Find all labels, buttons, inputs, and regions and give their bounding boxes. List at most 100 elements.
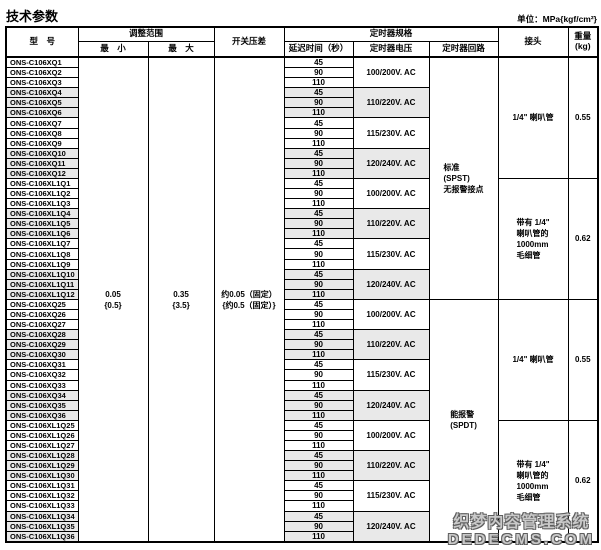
model-cell: ONS-C106XL1Q35 [5, 520, 79, 532]
max-value-cell: 0.35 {3.5} [147, 56, 215, 543]
delay-time-cell: 45 [283, 480, 354, 492]
delay-time-cell: 45 [283, 87, 354, 99]
delay-time-cell: 45 [283, 329, 354, 341]
model-cell: ONS-C106XL1Q30 [5, 470, 79, 482]
watermark: 织梦内容管理系统 DEDECMS.COM [448, 515, 595, 548]
switch-diff-cell-text: 约0.05（固定） {约0.5（固定）} [221, 289, 277, 310]
timer-voltage-cell: 100/200V. AC [352, 56, 430, 89]
model-cell: ONS-C106XQ5 [5, 97, 79, 109]
delay-time-cell: 110 [283, 530, 354, 543]
delay-time-cell: 45 [283, 238, 354, 250]
timer-voltage-cell: 120/240V. AC [352, 389, 430, 421]
table-row: ONS-C106XL1Q28 45 110/220V. AC [5, 450, 598, 482]
model-cell: ONS-C106XL1Q27 [5, 439, 79, 452]
delay-time-cell: 45 [283, 389, 354, 401]
table-row: ONS-C106XL1Q7 45 115/230V. AC [5, 238, 598, 270]
model-cell: ONS-C106XL1Q4 [5, 208, 79, 220]
col-header-max: 最 大 [147, 40, 215, 58]
timer-circuit-cell-text: 能报警 (SPDT) [450, 410, 477, 431]
model-cell: ONS-C106XL1Q2 [5, 188, 79, 200]
timer-circuit-cell: 能报警 (SPDT) [428, 298, 499, 543]
delay-time-cell: 110 [283, 137, 354, 149]
weight-cell: 0.55 [567, 55, 599, 179]
table-row: ONS-C106XL1Q1 45 100/200V. AC 带有 1/4" 喇叭管的 10… [5, 177, 599, 300]
delay-time-cell: 110 [283, 409, 354, 421]
min-value-cell: 0.05 {0.5} [77, 56, 149, 543]
delay-time-cell: 90 [283, 278, 354, 290]
delay-time-cell: 90 [283, 339, 354, 351]
col-header-delay-time: 延迟时间（秒） [283, 40, 354, 58]
weight-cell: 0.62 [567, 419, 599, 543]
model-cell: ONS-C106XQ4 [5, 87, 79, 99]
delay-time-cell: 90 [283, 218, 354, 230]
table-row: ONS-C106XL1Q34 45 120/240V. AC [5, 510, 598, 543]
model-cell: ONS-C106XL1Q10 [5, 268, 79, 280]
connector-cell-text: 1/4" 喇叭管 [512, 355, 554, 365]
delay-time-cell: 45 [283, 56, 354, 69]
timer-voltage-cell: 120/240V. AC [352, 510, 430, 543]
model-cell: ONS-C106XL1Q34 [5, 510, 79, 522]
model-cell: ONS-C106XL1Q36 [5, 530, 79, 543]
model-cell: ONS-C106XL1Q1 [5, 177, 79, 190]
timer-voltage-cell: 110/220V. AC [352, 87, 430, 119]
delay-time-cell: 90 [283, 460, 354, 472]
delay-time-cell: 110 [283, 167, 354, 179]
delay-time-cell: 90 [283, 399, 354, 411]
connector-cell: 1/4" 喇叭管 [497, 298, 569, 421]
timer-voltage-cell: 120/240V. AC [352, 147, 430, 179]
table-row: ONS-C106XL1Q35 90 [5, 520, 598, 532]
delay-time-cell: 45 [283, 450, 354, 462]
delay-time-cell: 45 [283, 419, 354, 431]
table-row: ONS-C106XQ7 45 115/230V. AC [5, 117, 598, 149]
delay-time-cell: 110 [283, 77, 354, 89]
delay-time-cell: 45 [283, 208, 354, 220]
timer-voltage-cell: 115/230V. AC [352, 359, 430, 391]
timer-voltage-cell: 110/220V. AC [352, 208, 430, 240]
parameters-table: 型 号 调整范围 开关压差 定时器规格 接头 重量 (kg) 最 小 最 大 延… [5, 26, 600, 543]
delay-time-cell: 45 [283, 359, 354, 371]
unit-note: 单位：MPa{kgf/cm²} [517, 14, 597, 24]
model-cell: ONS-C106XQ35 [5, 399, 79, 411]
connector-cell-text: 带有 1/4" 喇叭管的 1000mm 毛细管 [516, 459, 550, 502]
delay-time-cell: 90 [283, 248, 354, 260]
model-cell: ONS-C106XL1Q28 [5, 450, 79, 462]
timer-voltage-cell: 115/230V. AC [352, 117, 430, 149]
model-cell: ONS-C106XL1Q29 [5, 460, 79, 472]
delay-time-cell: 110 [283, 228, 354, 240]
table-row: ONS-C106XL1Q4 45 110/220V. AC [5, 208, 598, 240]
delay-time-cell: 110 [283, 198, 354, 210]
connector-cell: 带有 1/4" 喇叭管的 1000mm 毛细管 [497, 419, 569, 543]
table-row: ONS-C106XQ25 45 100/200V. AC 能报警 (SPDT) 1/4" … [5, 298, 599, 543]
weight-label: 重量 [574, 31, 592, 42]
delay-time-cell: 110 [283, 470, 354, 482]
model-cell: ONS-C106XQ8 [5, 127, 79, 139]
weight-cell: 0.62 [567, 177, 599, 300]
delay-time-cell: 110 [283, 439, 354, 452]
delay-time-cell: 45 [283, 117, 354, 129]
connector-cell: 1/4" 喇叭管 [497, 55, 569, 179]
model-cell: ONS-C106XQ10 [5, 147, 79, 159]
delay-time-cell: 110 [283, 288, 354, 300]
delay-time-cell: 90 [283, 490, 354, 502]
table-row: ONS-C106XQ1 0.05 {0.5} 0.35 {3.5} 约0.05（固定） {约… [5, 55, 599, 543]
table-row: ONS-C106XL1Q10 45 120/240V. AC [5, 268, 598, 300]
delay-time-cell: 90 [283, 67, 354, 79]
model-cell: ONS-C106XQ31 [5, 359, 79, 371]
timer-voltage-cell: 100/200V. AC [352, 298, 430, 331]
col-header-timer-spec: 定时器规格 [283, 26, 499, 42]
max-value-cell-text: 0.35 {3.5} [172, 289, 190, 310]
model-cell: ONS-C106XQ1 [5, 56, 79, 69]
model-cell: ONS-C106XL1Q6 [5, 228, 79, 240]
connector-cell: 带有 1/4" 喇叭管的 1000mm 毛细管 [497, 177, 569, 300]
model-cell: ONS-C106XQ25 [5, 298, 79, 310]
model-cell: ONS-C106XL1Q7 [5, 238, 79, 250]
model-cell: ONS-C106XQ29 [5, 339, 79, 351]
delay-time-cell: 45 [283, 298, 354, 310]
model-cell: ONS-C106XL1Q31 [5, 480, 79, 492]
col-header-timer-voltage: 定时器电压 [352, 40, 430, 58]
weight-cell: 0.55 [567, 298, 599, 421]
header-row-1: 型 号 调整范围 开关压差 定时器规格 接头 重量 (kg) [5, 26, 599, 58]
model-cell: ONS-C106XQ33 [5, 379, 79, 391]
col-header-connector: 接头 [497, 26, 569, 58]
delay-time-cell: 45 [283, 177, 354, 190]
